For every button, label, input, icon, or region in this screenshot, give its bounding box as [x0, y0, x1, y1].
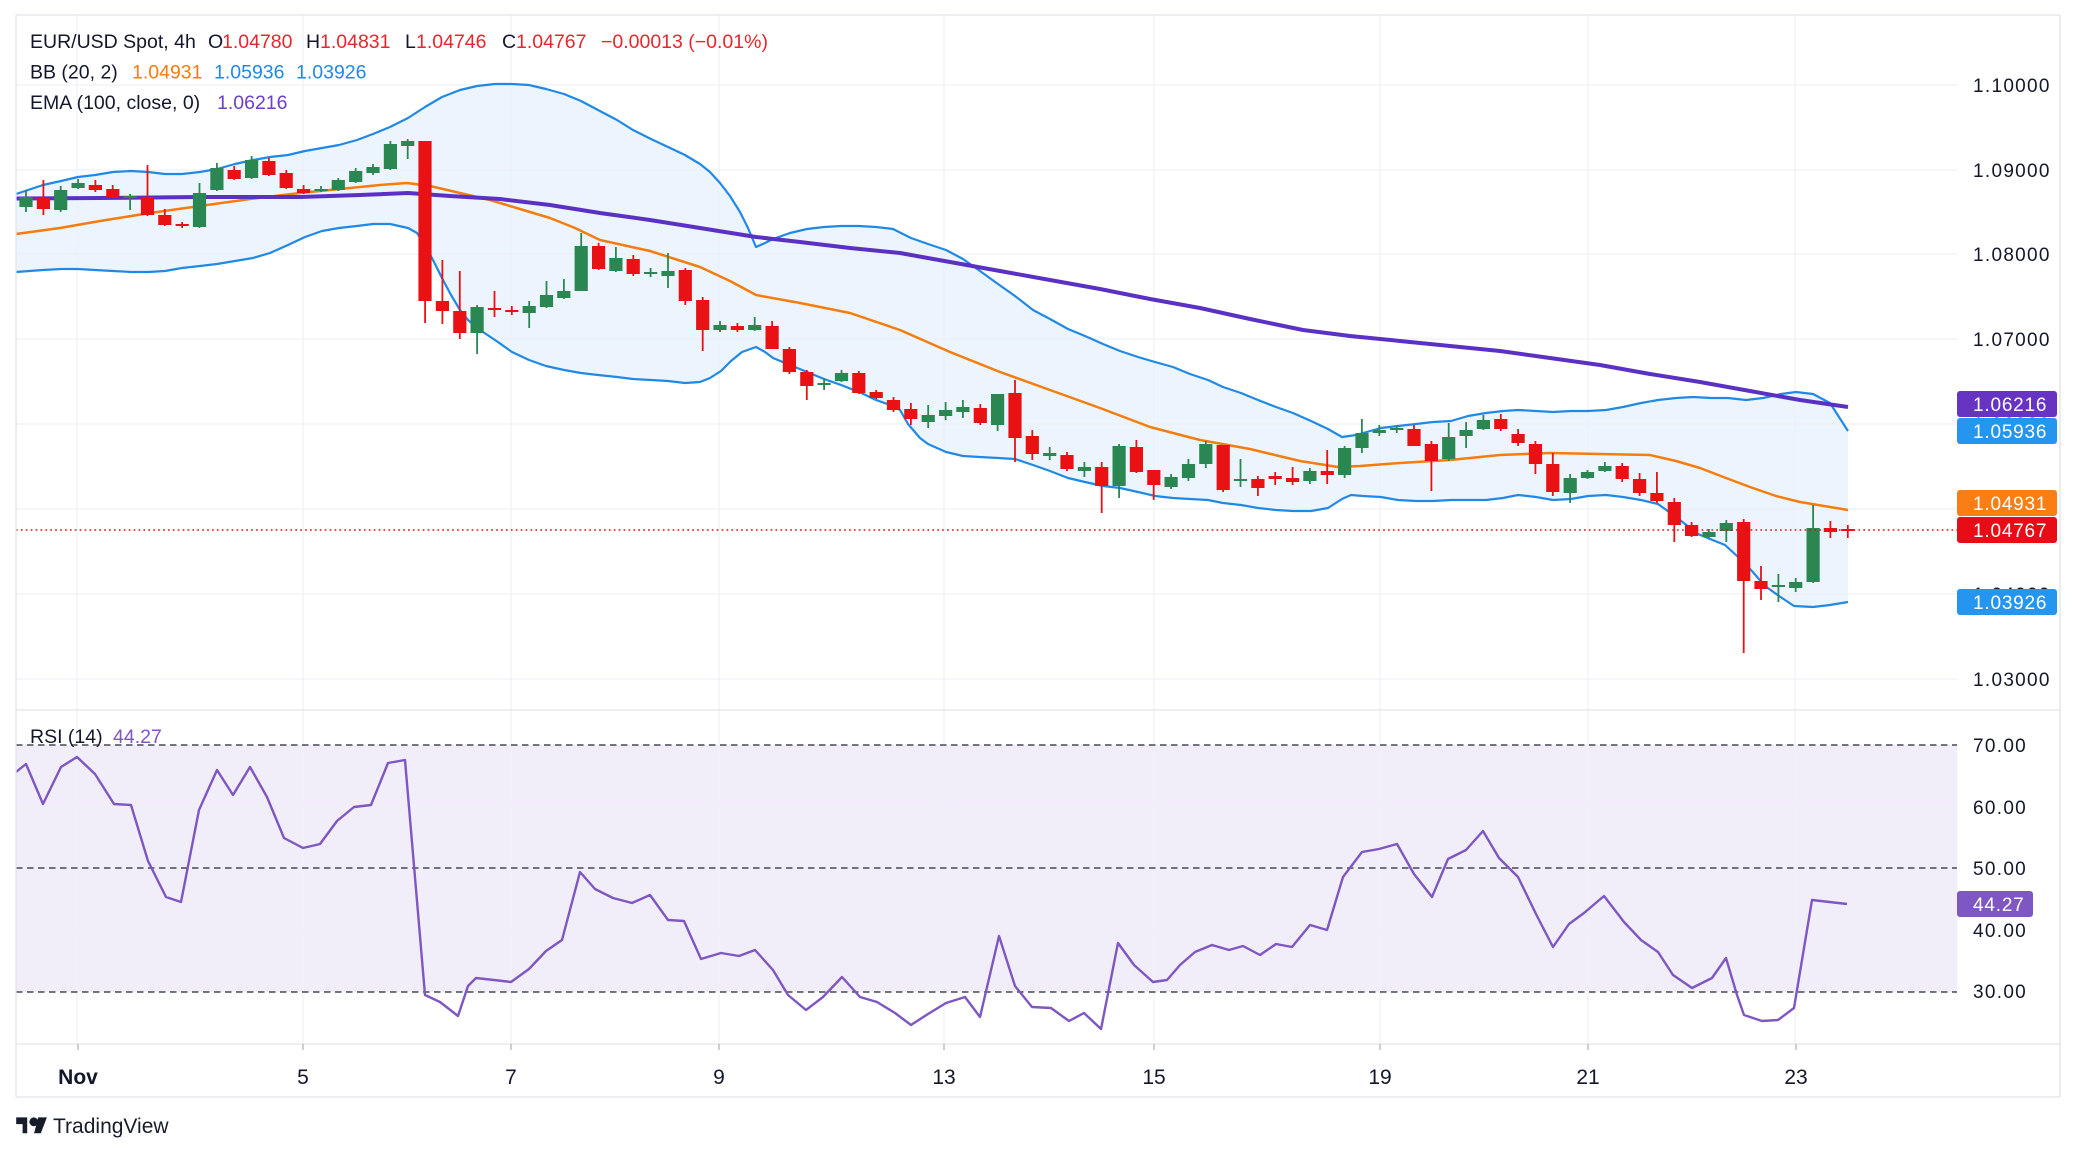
svg-text:23: 23: [1784, 1066, 1807, 1089]
svg-text:RSI (14): RSI (14): [30, 726, 103, 748]
svg-text:1.05936: 1.05936: [214, 62, 285, 84]
svg-text:1.07000: 1.07000: [1973, 330, 2051, 351]
svg-text:1.04931: 1.04931: [132, 62, 203, 84]
svg-text:50.00: 50.00: [1973, 859, 2027, 880]
svg-text:15: 15: [1142, 1066, 1165, 1089]
svg-text:44.27: 44.27: [1973, 895, 2025, 916]
svg-text:1.08000: 1.08000: [1973, 245, 2051, 266]
svg-text:30.00: 30.00: [1973, 982, 2027, 1003]
svg-text:1.03926: 1.03926: [296, 62, 367, 84]
svg-text:1.10000: 1.10000: [1973, 76, 2051, 97]
svg-text:1.06216: 1.06216: [217, 92, 288, 114]
svg-text:19: 19: [1368, 1066, 1391, 1089]
svg-text:1.05936: 1.05936: [1973, 422, 2047, 443]
svg-text:40.00: 40.00: [1973, 921, 2027, 942]
svg-text:H: H: [306, 31, 320, 53]
svg-text:EUR/USD Spot, 4h: EUR/USD Spot, 4h: [30, 31, 196, 53]
svg-text:TradingView: TradingView: [53, 1115, 169, 1138]
svg-text:−0.00013 (−0.01%): −0.00013 (−0.01%): [601, 31, 768, 53]
svg-text:1.04780: 1.04780: [222, 31, 293, 53]
svg-text:60.00: 60.00: [1973, 798, 2027, 819]
svg-text:70.00: 70.00: [1973, 736, 2027, 757]
svg-text:1.04746: 1.04746: [416, 31, 487, 53]
svg-text:EMA (100, close, 0): EMA (100, close, 0): [30, 92, 200, 114]
svg-text:1.03926: 1.03926: [1973, 593, 2047, 614]
svg-text:1.09000: 1.09000: [1973, 161, 2051, 182]
svg-text:44.27: 44.27: [113, 726, 162, 748]
svg-text:1.04931: 1.04931: [1973, 494, 2047, 515]
svg-text:1.06216: 1.06216: [1973, 395, 2047, 416]
svg-text:O: O: [208, 31, 223, 53]
svg-text:1.04767: 1.04767: [516, 31, 587, 53]
svg-text:5: 5: [297, 1066, 309, 1089]
svg-text:L: L: [405, 31, 416, 53]
svg-text:Nov: Nov: [58, 1066, 98, 1089]
svg-text:1.04831: 1.04831: [320, 31, 391, 53]
svg-text:13: 13: [932, 1066, 955, 1089]
svg-text:7: 7: [505, 1066, 517, 1089]
svg-text:21: 21: [1576, 1066, 1599, 1089]
svg-text:1.04767: 1.04767: [1973, 521, 2047, 542]
svg-text:C: C: [502, 31, 516, 53]
svg-text:BB (20, 2): BB (20, 2): [30, 62, 118, 84]
svg-text:9: 9: [713, 1066, 725, 1089]
svg-text:1.03000: 1.03000: [1973, 670, 2051, 691]
